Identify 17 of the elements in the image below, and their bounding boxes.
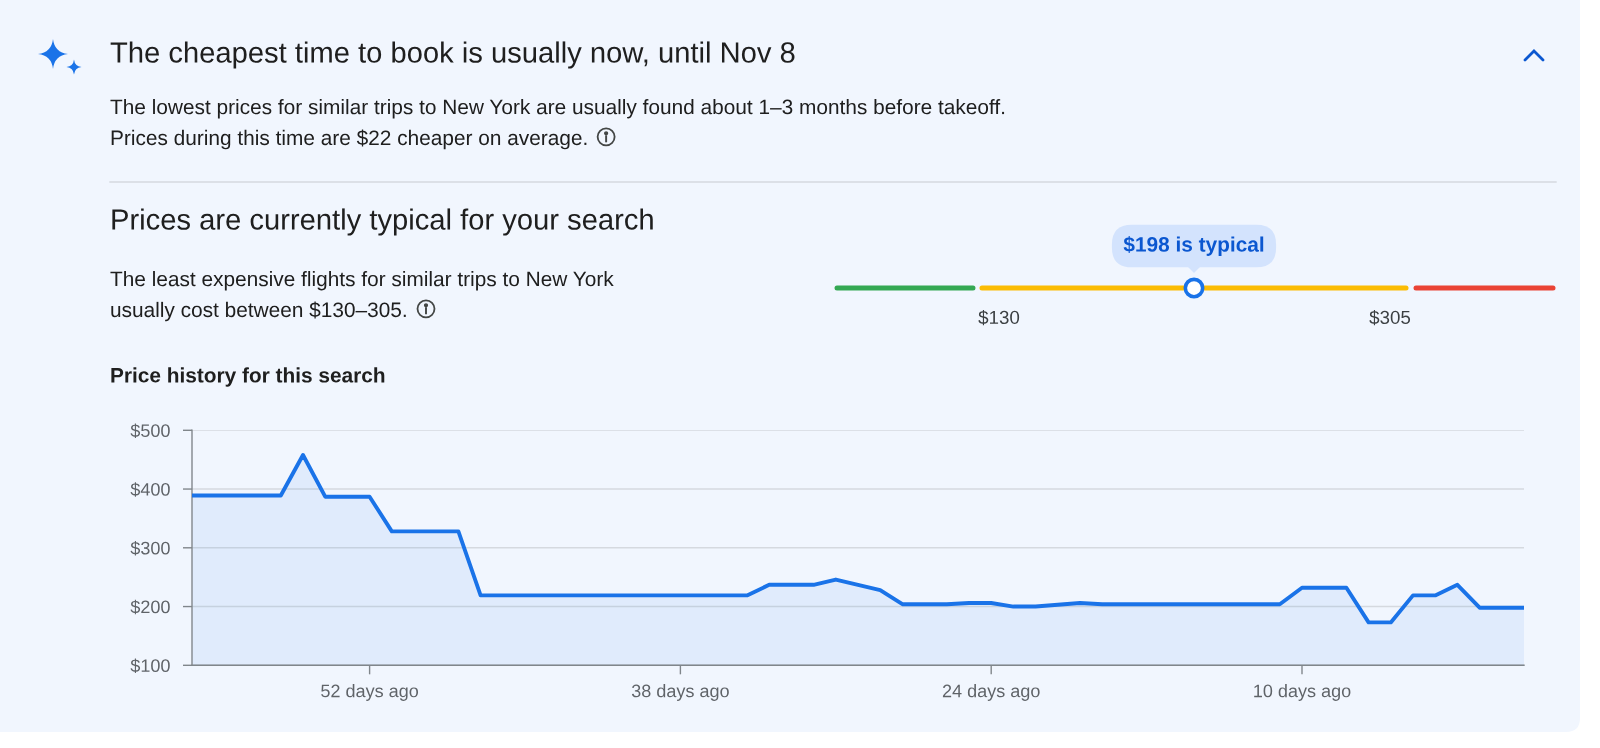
chart-title: Price history for this search	[111, 367, 385, 387]
x-tick-label: 52 days ago	[321, 684, 419, 701]
x-tick-label: 10 days ago	[1254, 684, 1351, 701]
x-tick-label: 24 days ago	[942, 684, 1040, 701]
text: Prices are currently typical for your search	[112, 208, 653, 236]
y-tick-label: $500	[130, 423, 170, 439]
text: $198 is typical	[1123, 236, 1264, 256]
text: The lowest prices for similar trips to New York are usually found about 1–3 months before takeoff. Prices during this time are $22 cheaper on average.	[110, 99, 1005, 150]
x-tick-label: 38 days ago	[631, 684, 729, 701]
text: $130	[978, 309, 1020, 326]
y-tick-label: $300	[130, 540, 170, 556]
text: $305	[1369, 309, 1411, 326]
text: The least expensive flights for similar trips to New York usually cost between $130–305.	[110, 271, 614, 322]
text: The cheapest time to book is usually now, until Nov 8	[110, 41, 795, 69]
y-tick-label: $400	[130, 482, 170, 497]
y-tick-label: $100	[130, 658, 170, 674]
y-tick-label: $200	[130, 599, 170, 615]
